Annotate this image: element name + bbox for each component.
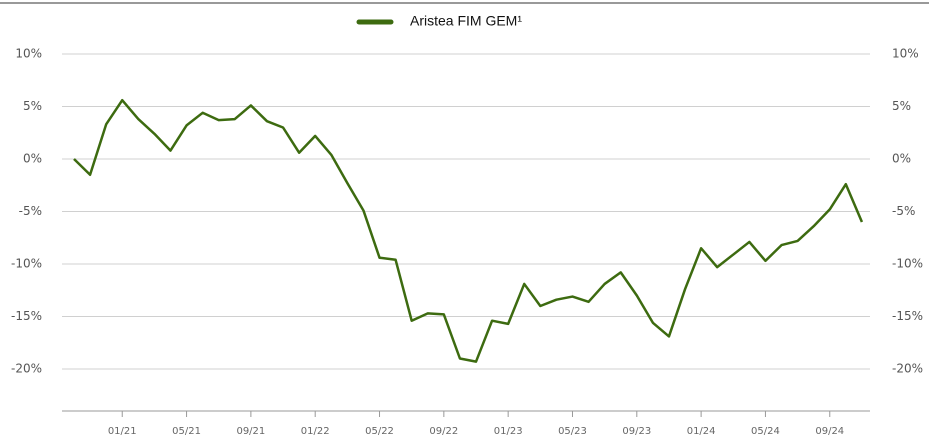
- x-tick-label: 01/21: [108, 426, 137, 436]
- x-tick-label: 01/22: [301, 426, 330, 436]
- y2-tick-label: -15%: [892, 309, 923, 323]
- y-tick-label: -15%: [11, 309, 42, 323]
- y2-tick-label: 10%: [892, 47, 919, 61]
- y2-tick-label: 0%: [892, 152, 911, 166]
- x-tick-label: 09/22: [429, 426, 458, 436]
- y-tick-label: -20%: [11, 362, 42, 376]
- x-tick-label: 01/23: [494, 426, 523, 436]
- x-tick-label: 09/21: [236, 426, 265, 436]
- legend-label: Aristea FIM GEM¹: [410, 13, 522, 29]
- y2-tick-label: -20%: [892, 362, 923, 376]
- y-tick-label: 5%: [23, 99, 42, 113]
- y-tick-label: 0%: [23, 152, 42, 166]
- x-tick-label: 05/23: [558, 426, 587, 436]
- y2-tick-label: -5%: [892, 204, 915, 218]
- x-tick-label: 05/22: [365, 426, 394, 436]
- y2-tick-label: 5%: [892, 99, 911, 113]
- y2-tick-label: -10%: [892, 257, 923, 271]
- x-tick-label: 05/24: [751, 426, 780, 436]
- x-tick-label: 05/21: [172, 426, 201, 436]
- y-tick-label: -5%: [19, 204, 42, 218]
- x-tick-label: 09/23: [622, 426, 651, 436]
- y-tick-label: -10%: [11, 257, 42, 271]
- line: [73, 98, 864, 363]
- y-tick-label: 10%: [15, 47, 42, 61]
- x-tick-label: 01/24: [687, 426, 716, 436]
- x-tick-label: 09/24: [815, 426, 844, 436]
